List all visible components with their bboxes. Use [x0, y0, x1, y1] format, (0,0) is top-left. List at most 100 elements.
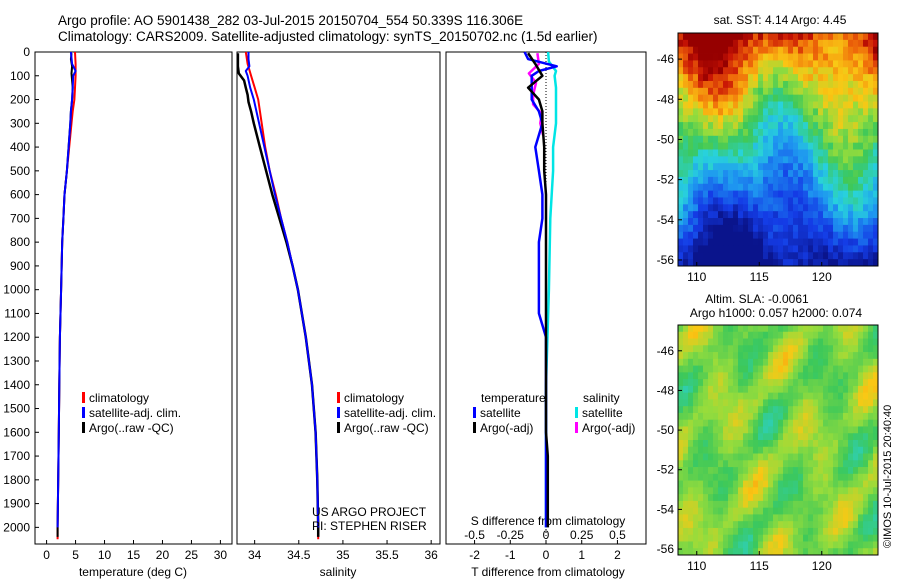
sla-cell: [828, 521, 834, 529]
sla-cell: [748, 338, 754, 346]
sla-cell: [793, 392, 799, 400]
sla-cell: [798, 480, 804, 488]
sst-cell: [868, 33, 874, 41]
sla-cell: [693, 412, 699, 421]
sla-cell: [738, 338, 744, 346]
sla-cell: [853, 521, 859, 529]
sst-cell: [813, 80, 819, 89]
sst-cell: [758, 218, 764, 226]
sla-cell: [868, 500, 874, 509]
sst-cell: [743, 231, 749, 239]
sla-cell: [763, 399, 769, 407]
sla-cell: [688, 487, 694, 495]
sla-cell: [803, 406, 809, 414]
sla-cell: [833, 473, 839, 481]
sla-cell: [778, 331, 784, 339]
sst-cell: [693, 108, 699, 116]
sst-cell: [858, 170, 864, 178]
sla-cell: [868, 358, 874, 366]
sst-cell: [853, 128, 859, 137]
sst-cell: [843, 60, 849, 68]
sla-cell: [703, 467, 709, 475]
sst-cell: [748, 149, 754, 157]
sla-cell: [783, 419, 789, 427]
sst-cell: [723, 231, 729, 239]
sst-cell: [738, 74, 744, 82]
sst-cell: [688, 142, 694, 150]
sla-cell: [753, 480, 759, 488]
sla-cell: [793, 372, 799, 380]
sla-cell: [808, 331, 814, 339]
sst-cell: [773, 197, 779, 205]
sla-cell: [773, 507, 779, 515]
sst-cell: [783, 218, 789, 226]
sla-cell: [868, 426, 874, 434]
sla-cell: [768, 440, 774, 448]
sla-cell: [743, 467, 749, 475]
sla-cell: [708, 358, 714, 366]
sla-cell: [788, 548, 794, 556]
sst-cell: [713, 218, 719, 226]
sst-cell: [873, 211, 879, 219]
sla-cell: [713, 358, 719, 366]
sla-cell: [728, 372, 734, 380]
sla-cell: [743, 541, 749, 549]
sla-cell: [868, 412, 874, 421]
sst-cell: [688, 238, 694, 246]
sst-cell: [743, 108, 749, 116]
sal-argo-line: [236, 53, 320, 537]
sst-cell: [743, 122, 749, 130]
sla-cell: [808, 325, 814, 333]
depth-tick-label: 1900: [3, 497, 30, 511]
sla-cell: [768, 446, 774, 454]
sla-cell: [768, 399, 774, 407]
sla-cell: [788, 541, 794, 549]
sla-cell: [843, 433, 849, 441]
sst-cell: [798, 135, 804, 144]
sst-cell: [848, 224, 854, 233]
sla-cell: [768, 379, 774, 387]
sst-cell: [678, 142, 684, 150]
sla-cell: [688, 358, 694, 366]
sla-cell: [748, 480, 754, 488]
sla-cell: [798, 392, 804, 400]
sst-cell: [838, 149, 844, 157]
sla-cell: [723, 527, 729, 536]
depth-tick-label: 1300: [3, 354, 30, 368]
sla-cell: [798, 372, 804, 380]
sla-cell: [693, 365, 699, 373]
sla-cell: [788, 467, 794, 475]
sla-cell: [763, 331, 769, 339]
sst-cell: [803, 46, 809, 54]
sst-cell: [823, 122, 829, 130]
sst-cell: [783, 149, 789, 157]
sst-cell: [833, 74, 839, 82]
sla-cell: [828, 399, 834, 407]
sst-cell: [808, 108, 814, 116]
sst-cell: [778, 67, 784, 75]
sst-cell: [773, 80, 779, 89]
sla-cell: [783, 365, 789, 373]
sst-cell: [678, 60, 684, 68]
sla-cell: [748, 385, 754, 394]
sla-cell: [848, 426, 854, 434]
sla-cell: [723, 473, 729, 481]
sst-cell: [803, 67, 809, 75]
sla-cell: [828, 500, 834, 509]
sla-cell: [733, 399, 739, 407]
sla-cell: [758, 514, 764, 522]
sst-cell: [813, 252, 819, 260]
sla-cell: [808, 379, 814, 387]
sla-cell: [768, 467, 774, 475]
sst-cell: [783, 163, 789, 171]
sst-cell: [768, 87, 774, 96]
sla-cell: [773, 406, 779, 414]
sst-cell: [693, 53, 699, 61]
sla-cell: [803, 467, 809, 475]
sst-cell: [813, 67, 819, 75]
sst-cell: [748, 39, 754, 48]
sst-cell: [818, 183, 824, 192]
sst-cell: [758, 108, 764, 116]
sst-cell: [708, 128, 714, 137]
sla-cell: [743, 514, 749, 522]
